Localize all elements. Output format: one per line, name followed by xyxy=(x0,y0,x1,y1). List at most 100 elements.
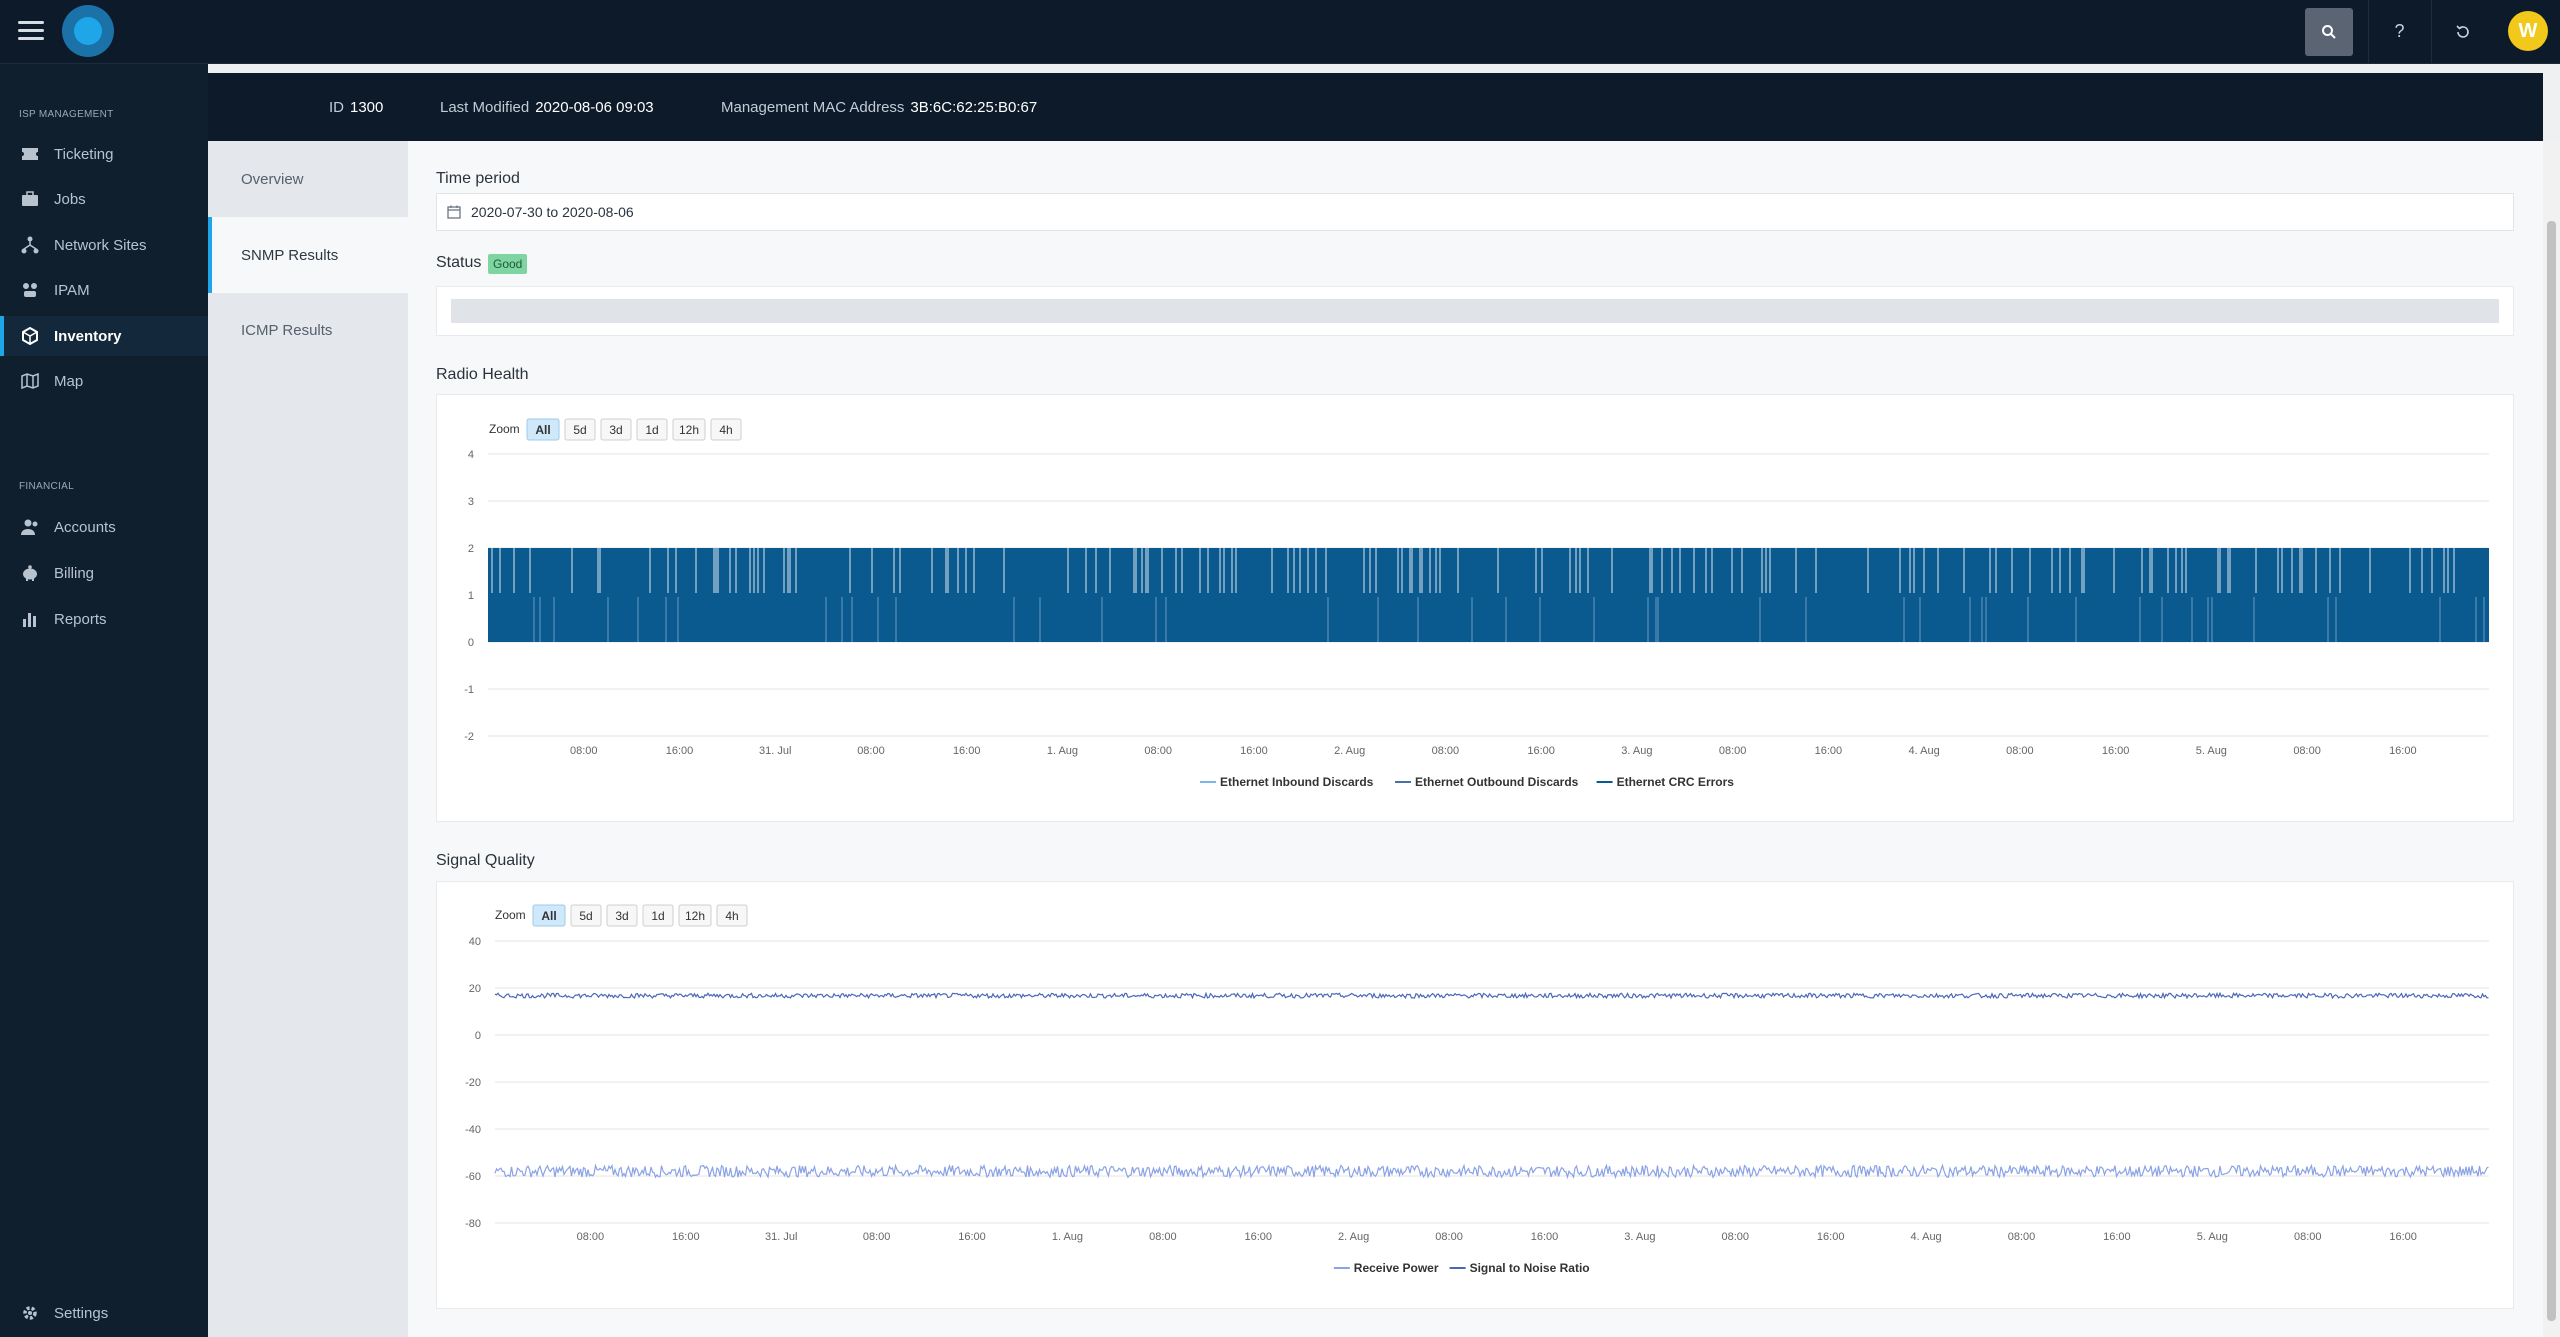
x-tick-label: 16:00 xyxy=(2102,745,2130,757)
scrollbar[interactable] xyxy=(2543,141,2560,1337)
y-tick-label: 2 xyxy=(468,543,474,555)
map-icon xyxy=(20,371,40,391)
status-label: Status xyxy=(436,254,482,271)
zoom-button-bg xyxy=(600,418,632,441)
time-period-label: Time period xyxy=(436,170,520,187)
x-tick-label: 16:00 xyxy=(1815,745,1843,757)
calendar-icon xyxy=(447,205,461,219)
x-tick-label: 5. Aug xyxy=(2196,745,2227,757)
tab-icmp-results[interactable]: ICMP Results xyxy=(241,321,333,339)
sidebar-item-network-sites[interactable]: Network Sites xyxy=(0,225,208,265)
sidebar-item-jobs[interactable]: Jobs xyxy=(0,179,208,219)
refresh-button[interactable] xyxy=(2431,0,2493,63)
zoom-button-12h[interactable]: 12h xyxy=(672,418,706,441)
x-tick-label: 16:00 xyxy=(1527,745,1555,757)
sidebar-item-label: IPAM xyxy=(54,281,90,299)
zoom-button-All[interactable]: All xyxy=(526,418,560,441)
sidebar-item-billing[interactable]: Billing xyxy=(0,553,208,593)
legend-item[interactable]: Ethernet CRC Errors xyxy=(1596,775,1735,789)
zoom-button-5d[interactable]: 5d xyxy=(570,904,602,927)
legend-item[interactable]: Ethernet Inbound Discards xyxy=(1200,775,1374,789)
x-tick-label: 08:00 xyxy=(2008,1231,2036,1243)
zoom-button-label: 4h xyxy=(719,423,732,437)
sidebar-item-settings[interactable]: Settings xyxy=(0,1293,208,1333)
x-tick-label: 16:00 xyxy=(1240,745,1268,757)
y-tick-label: 1 xyxy=(468,590,474,602)
top-bar: ? W xyxy=(0,0,2560,64)
hamburger-icon[interactable] xyxy=(18,18,44,44)
x-tick-label: 16:00 xyxy=(2389,745,2417,757)
zoom-button-All[interactable]: All xyxy=(532,904,566,927)
legend-label: Ethernet CRC Errors xyxy=(1617,775,1735,789)
zoom-button-1d[interactable]: 1d xyxy=(636,418,668,441)
device-id: ID 1300 xyxy=(329,99,384,116)
user-avatar[interactable]: W xyxy=(2508,11,2548,51)
zoom-button-label: 5d xyxy=(579,909,592,923)
sidebar-item-ticketing[interactable]: Ticketing xyxy=(0,134,208,174)
box-icon xyxy=(20,326,40,346)
zoom-controls: Zoom All 5d 3d 1d 12h 4h xyxy=(489,418,742,441)
sidebar-item-reports[interactable]: Reports xyxy=(0,599,208,639)
sidebar-item-map[interactable]: Map xyxy=(0,361,208,401)
zoom-button-12h[interactable]: 12h xyxy=(678,904,712,927)
zoom-button-label: 5d xyxy=(573,423,586,437)
zoom-button-3d[interactable]: 3d xyxy=(606,904,638,927)
zoom-button-4h[interactable]: 4h xyxy=(716,904,748,927)
sidebar-item-label: Network Sites xyxy=(54,236,147,254)
sidebar-item-ipam[interactable]: IPAM xyxy=(0,270,208,310)
zoom-button-bg xyxy=(710,418,742,441)
sidebar-item-label: Inventory xyxy=(54,327,122,345)
y-tick-label: 3 xyxy=(468,496,474,508)
zoom-button-label: 12h xyxy=(679,423,699,437)
sidebar-item-inventory[interactable]: Inventory xyxy=(0,316,208,356)
help-button[interactable]: ? xyxy=(2368,0,2430,63)
x-tick-label: 16:00 xyxy=(953,745,981,757)
zoom-button-1d[interactable]: 1d xyxy=(642,904,674,927)
legend-label: Receive Power xyxy=(1354,1261,1439,1275)
status-badge: Good xyxy=(488,254,528,274)
ipam-icon xyxy=(20,280,40,300)
y-tick-label: 4 xyxy=(468,449,474,461)
app-logo[interactable] xyxy=(62,5,114,57)
zoom-button-label: All xyxy=(535,423,550,437)
zoom-button-bg xyxy=(532,904,566,927)
x-tick-label: 3. Aug xyxy=(1621,745,1652,757)
sidebar-item-label: Map xyxy=(54,372,84,390)
x-tick-label: 08:00 xyxy=(2293,745,2321,757)
x-tick-label: 16:00 xyxy=(672,1231,700,1243)
y-tick-label: -60 xyxy=(465,1171,481,1183)
x-tick-label: 1. Aug xyxy=(1047,745,1078,757)
zoom-button-label: 1d xyxy=(651,909,664,923)
tab-snmp-results[interactable]: SNMP Results xyxy=(208,217,408,293)
sidebar-item-accounts[interactable]: Accounts xyxy=(0,507,208,547)
zoom-button-3d[interactable]: 3d xyxy=(600,418,632,441)
search-button[interactable] xyxy=(2305,8,2353,56)
search-icon xyxy=(2322,25,2336,39)
zoom-button-bg xyxy=(606,904,638,927)
time-period-picker[interactable]: 2020-07-30 to 2020-08-06 xyxy=(436,193,2514,231)
time-period-value: 2020-07-30 to 2020-08-06 xyxy=(471,204,634,220)
legend-item[interactable]: Signal to Noise Ratio xyxy=(1449,1261,1590,1275)
legend-item[interactable]: Ethernet Outbound Discards xyxy=(1395,775,1579,789)
signal-quality-chart: Zoom All 5d 3d 1d 12h 4h 40 20 0 -20 -40 -60 -80 08:00… xyxy=(436,881,2514,1309)
scrollbar-thumb[interactable] xyxy=(2547,221,2556,1321)
zoom-button-bg xyxy=(526,418,560,441)
legend-item[interactable]: Receive Power xyxy=(1333,1261,1439,1275)
radio-health-title: Radio Health xyxy=(436,366,529,383)
x-tick-label: 5. Aug xyxy=(2197,1231,2228,1243)
zoom-button-4h[interactable]: 4h xyxy=(710,418,742,441)
briefcase-icon xyxy=(20,189,40,209)
tab-overview[interactable]: Overview xyxy=(241,170,304,188)
management-mac: Management MAC Address 3B:6C:62:25:B0:67 xyxy=(721,99,1038,116)
x-tick-label: 16:00 xyxy=(1817,1231,1845,1243)
gear-icon xyxy=(20,1303,40,1323)
x-tick-label: 16:00 xyxy=(1531,1231,1559,1243)
y-tick-label: 0 xyxy=(475,1030,481,1042)
sidebar-item-label: Ticketing xyxy=(54,145,114,163)
x-tick-label: 31. Jul xyxy=(759,745,791,757)
x-tick-label: 16:00 xyxy=(958,1231,986,1243)
x-tick-label: 16:00 xyxy=(2389,1231,2417,1243)
zoom-button-5d[interactable]: 5d xyxy=(564,418,596,441)
zoom-button-label: 3d xyxy=(609,423,622,437)
zoom-button-bg xyxy=(642,904,674,927)
